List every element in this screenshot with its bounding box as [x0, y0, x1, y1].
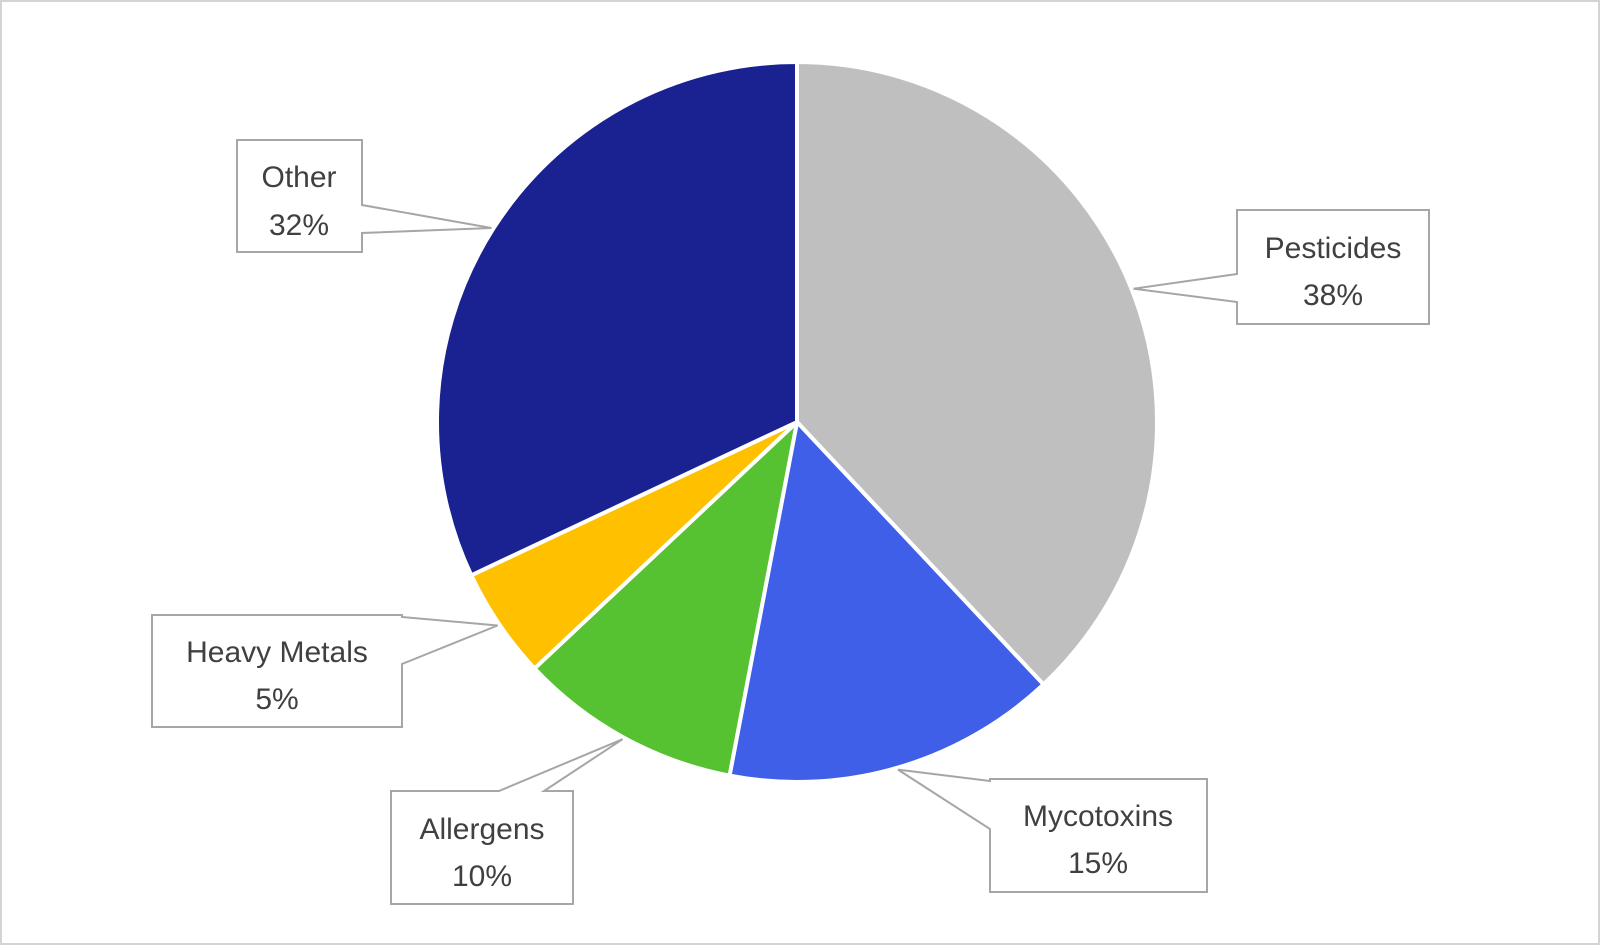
callout-allergens-label: Allergens	[419, 813, 544, 846]
callout-mycotoxins-value: 15%	[1068, 847, 1128, 880]
pie-slice-allergens[interactable]	[532, 420, 799, 778]
callout-pesticides-value: 38%	[1303, 279, 1363, 312]
callout-other-value: 32%	[269, 209, 329, 242]
pie-slice-mycotoxins[interactable]	[727, 420, 1046, 784]
callout-pesticides-label: Pesticides	[1265, 232, 1402, 265]
callout-allergens-value: 10%	[452, 860, 512, 893]
callout-box-mycotoxins[interactable]	[897, 768, 1208, 893]
callout-box-pesticides[interactable]	[1133, 209, 1430, 325]
callout-other-label: Other	[261, 161, 336, 194]
callout-box-allergens[interactable]	[390, 738, 624, 905]
pie-slice-pesticides[interactable]	[795, 60, 1159, 687]
callout-heavy-metals-value: 5%	[255, 683, 298, 716]
callout-box-other[interactable]	[236, 139, 492, 253]
callout-labels-group: Other 32% Pesticides 38% Heavy Metals 5%…	[186, 161, 1401, 893]
callout-heavy-metals-label: Heavy Metals	[186, 636, 368, 669]
callout-mycotoxins-label: Mycotoxins	[1023, 800, 1173, 833]
callout-box-heavy-metals[interactable]	[151, 614, 498, 728]
pie-slices-group	[434, 60, 1159, 784]
pie-slice-other[interactable]	[434, 60, 799, 578]
callout-shapes-group	[151, 139, 1430, 905]
